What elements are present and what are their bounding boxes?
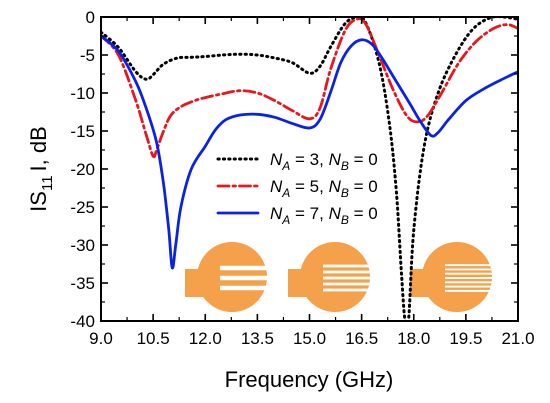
y-tick-label: -5 xyxy=(80,46,95,65)
series-line-3 xyxy=(101,34,518,270)
y-tick-label: -40 xyxy=(70,312,95,331)
legend-label-3: NA = 7, NB = 0 xyxy=(270,204,378,227)
x-tick-label: 13.5 xyxy=(241,329,274,348)
legend-text-part: B xyxy=(341,213,349,227)
x-tick-label: 21.0 xyxy=(501,329,534,348)
legend-text-part: N xyxy=(270,150,283,169)
antenna-N5 xyxy=(288,242,372,312)
legend-text-part: B xyxy=(341,186,349,200)
antenna-N3 xyxy=(185,242,269,312)
series-group xyxy=(101,17,518,321)
y-tick-label: -20 xyxy=(70,160,95,179)
x-tick-label: 12.0 xyxy=(189,329,222,348)
antenna-insets xyxy=(185,242,494,312)
legend-text-part: A xyxy=(281,159,290,173)
legend-text-part: N xyxy=(329,150,342,169)
antenna-N7 xyxy=(410,242,494,312)
x-axis-title: Frequency (GHz) xyxy=(225,367,394,392)
series-line-1 xyxy=(101,17,518,321)
y-tick-label: -10 xyxy=(70,84,95,103)
legend-text-part: = 7, xyxy=(290,204,328,223)
x-tick-label: 15.0 xyxy=(293,329,326,348)
legend-text-part: N xyxy=(329,204,342,223)
legend-text-part: = 0 xyxy=(349,177,378,196)
legend: NA = 3, NB = 0NA = 5, NB = 0NA = 7, NB =… xyxy=(216,150,378,227)
legend-text-part: B xyxy=(341,159,349,173)
legend-text-part: = 5, xyxy=(290,177,328,196)
y-tick-label: -25 xyxy=(70,198,95,217)
axes-group: 9.0 10.5 12.0 13.5 15.0 16.5 18.0 19.5 21.0 0 -5 -1… xyxy=(70,8,534,348)
y-axis-title: IS11 I, dB xyxy=(26,126,56,212)
legend-text-part: = 3, xyxy=(290,150,328,169)
y-axis-title-main: IS xyxy=(26,191,51,212)
legend-label-1: NA = 3, NB = 0 xyxy=(270,150,378,173)
y-tick-label: -35 xyxy=(70,274,95,293)
legend-text-part: A xyxy=(281,213,290,227)
y-tick-label: 0 xyxy=(86,8,95,27)
legend-text-part: N xyxy=(270,177,283,196)
legend-label-2: NA = 5, NB = 0 xyxy=(270,177,378,200)
legend-text-part: = 0 xyxy=(349,150,378,169)
x-tick-label: 16.5 xyxy=(345,329,378,348)
x-tick-label: 18.0 xyxy=(397,329,430,348)
legend-text-part: N xyxy=(270,204,283,223)
x-tick-label: 9.0 xyxy=(89,329,113,348)
legend-text-part: A xyxy=(281,186,290,200)
legend-text-part: = 0 xyxy=(349,204,378,223)
series-line-2 xyxy=(101,17,518,159)
y-axis-title-sub: 11 xyxy=(39,175,56,191)
y-axis-title-after: I, dB xyxy=(26,126,51,171)
x-tick-label: 10.5 xyxy=(137,329,170,348)
patch-disc xyxy=(422,242,492,312)
legend-text-part: N xyxy=(329,177,342,196)
y-tick-label: -30 xyxy=(70,236,95,255)
x-tick-label: 19.5 xyxy=(449,329,482,348)
y-tick-label: -15 xyxy=(70,122,95,141)
